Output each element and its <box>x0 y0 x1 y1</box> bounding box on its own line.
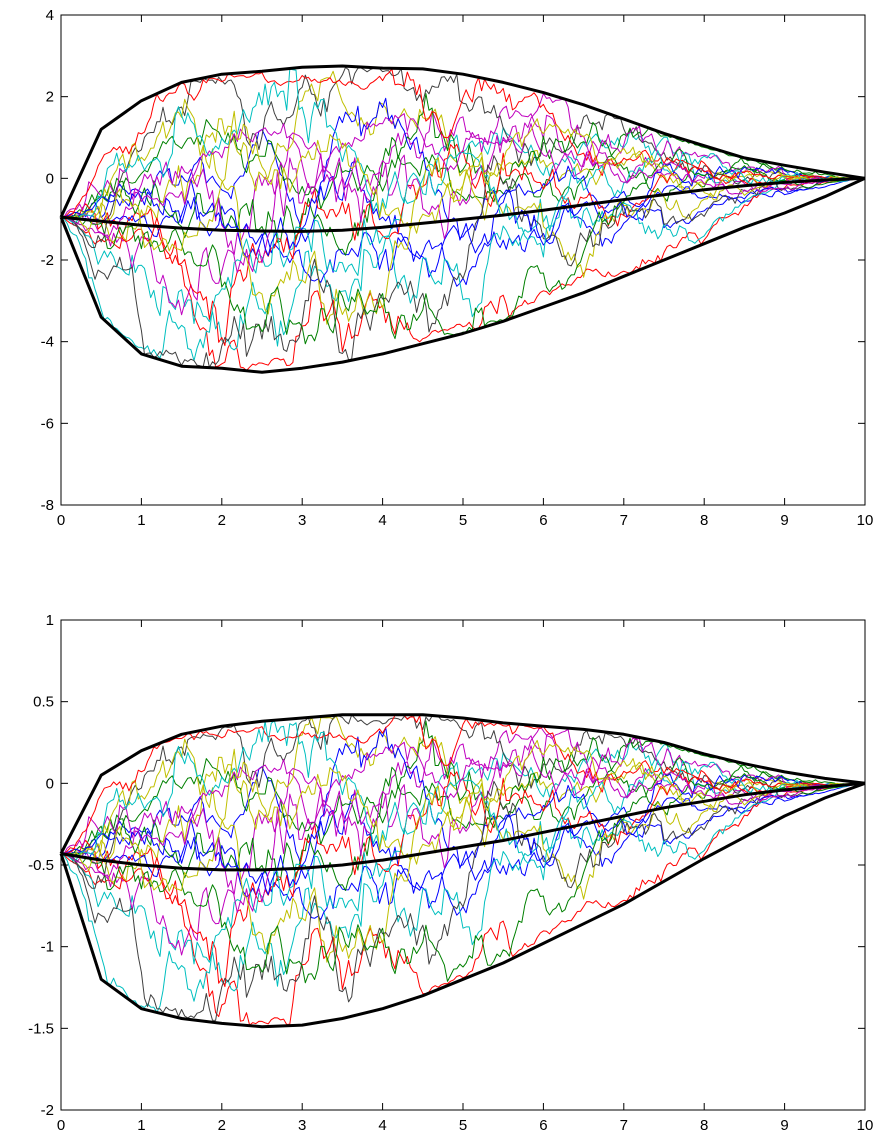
x-tick-label: 5 <box>459 1117 467 1134</box>
random-paths <box>60 714 866 1026</box>
x-tick-label: 9 <box>780 1117 788 1134</box>
x-tick-label: 9 <box>780 512 788 529</box>
sample-path <box>60 741 866 879</box>
x-tick-label: 7 <box>620 1117 628 1134</box>
y-tick-label: -8 <box>41 497 54 514</box>
sample-path <box>60 739 866 892</box>
y-tick-label: 0.5 <box>33 694 54 711</box>
sample-path <box>60 715 866 883</box>
sample-path <box>60 68 866 219</box>
x-tick-label: 6 <box>539 512 547 529</box>
x-tick-label: 5 <box>459 512 467 529</box>
sample-path <box>60 97 866 257</box>
x-tick-label: 3 <box>298 512 306 529</box>
x-tick-label: 8 <box>700 1117 708 1134</box>
sample-path <box>60 720 866 881</box>
y-tick-label: 1 <box>46 612 54 629</box>
y-tick-label: -6 <box>41 415 54 432</box>
x-tick-label: 0 <box>57 512 65 529</box>
x-tick-label: 10 <box>857 512 874 529</box>
upper-envelope-line <box>59 64 866 218</box>
sample-path <box>60 175 866 362</box>
x-tick-label: 1 <box>137 1117 145 1134</box>
sample-path <box>60 110 866 252</box>
x-tick-label: 1 <box>137 512 145 529</box>
y-tick-label: 4 <box>46 7 54 24</box>
top-plot: 0 1 2 3 4 5 6 7 8 9 10 4 2 0 -2 -4 -6 -8 <box>41 7 874 529</box>
sample-path <box>60 70 865 243</box>
y-tick-label: -4 <box>41 334 54 351</box>
sample-path <box>61 726 866 896</box>
y-tick-label: 0 <box>46 775 54 792</box>
sample-path <box>60 155 866 368</box>
mean-line <box>60 781 866 872</box>
x-tick-label: 7 <box>620 512 628 529</box>
x-tick-label: 2 <box>218 1117 226 1134</box>
x-tick-label: 4 <box>378 1117 386 1134</box>
x-tick-label: 0 <box>57 1117 65 1134</box>
x-tick-label: 10 <box>857 1117 874 1134</box>
bottom-plot: 0 1 2 3 4 5 6 7 8 9 10 1 0.5 0 -0.5 -1 -1.5 -2 <box>28 612 873 1134</box>
axes-frame <box>60 14 866 506</box>
sample-path <box>60 68 866 258</box>
x-tick-label: 6 <box>539 1117 547 1134</box>
x-tick-label: 4 <box>378 512 386 529</box>
y-tick-label: 0 <box>46 170 54 187</box>
y-tick-label: -1.5 <box>28 1020 54 1037</box>
lower-envelope-line <box>59 176 866 374</box>
x-tick-label: 3 <box>298 1117 306 1134</box>
y-tick-label: 2 <box>46 89 54 106</box>
sample-path <box>60 757 866 984</box>
upper-envelope-line <box>59 713 866 855</box>
y-tick-label: -2 <box>41 252 54 269</box>
sample-path <box>60 113 866 239</box>
x-tick-label: 2 <box>218 512 226 529</box>
sample-path <box>60 780 866 1021</box>
y-tick-label: -1 <box>41 939 54 956</box>
mean-line <box>60 176 866 233</box>
y-tick-label: -0.5 <box>28 857 54 874</box>
sample-path <box>60 782 866 1013</box>
x-tick-label: 8 <box>700 512 708 529</box>
y-tick-label: -2 <box>41 1102 54 1119</box>
lower-envelope-line <box>59 781 866 1029</box>
sample-path <box>60 714 866 855</box>
